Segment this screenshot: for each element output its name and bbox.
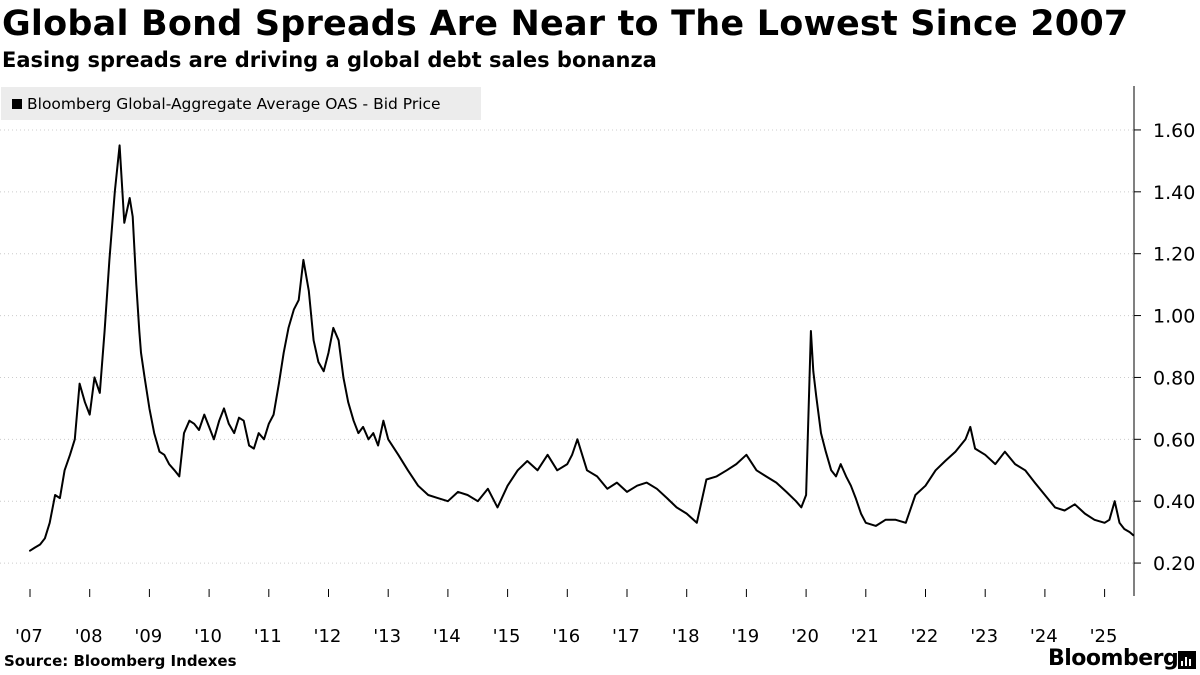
legend: Bloomberg Global-Aggregate Average OAS -… [1,87,481,120]
x-tick-label: '17 [612,626,640,647]
x-tick-label: '22 [911,626,939,647]
y-tick-label: 1.60 [1153,120,1195,142]
y-tick-label: 0.40 [1153,491,1195,513]
x-tick-label: '19 [731,626,759,647]
series-line [29,144,1135,552]
gridlines [0,129,1133,564]
x-tick-label: '23 [970,626,998,647]
chart-subtitle: Easing spreads are driving a global debt… [2,48,657,72]
legend-swatch [12,98,22,109]
x-tick-label: '18 [672,626,700,647]
x-tick-label: '12 [314,626,342,647]
x-tick-label: '15 [493,626,521,647]
x-tick-label: '20 [791,626,819,647]
x-tick-label: '10 [194,626,222,647]
chart-title: Global Bond Spreads Are Near to The Lowe… [2,4,1129,44]
bloomberg-logo: Bloomberg [1048,646,1179,671]
x-tick-label: '21 [851,626,879,647]
x-tick-label: '11 [254,626,282,647]
series-layer [29,144,1135,552]
x-tick-label: '25 [1090,626,1118,647]
x-tick-label: '09 [134,626,162,647]
y-tick-label: 0.60 [1153,429,1195,451]
x-axis: '07 '08 '09 '10 '11 '12 '13 '14 '15 '16 '17 '18 '19 '… [15,589,1117,647]
x-tick-label: '14 [433,626,461,647]
y-axis: 0.20 0.40 0.60 0.80 1.00 1.20 1.40 1.60 [1133,86,1195,596]
y-tick-label: 1.40 [1153,182,1195,204]
y-tick-label: 0.80 [1153,367,1195,389]
y-tick-label: 1.00 [1153,306,1195,328]
x-tick-label: '07 [15,626,43,647]
source-note: Source: Bloomberg Indexes [4,652,237,670]
x-tick-label: '08 [75,626,103,647]
x-tick-label: '24 [1030,626,1058,647]
x-tick-label: '13 [373,626,401,647]
y-tick-label: 1.20 [1153,244,1195,266]
x-tick-label: '16 [552,626,580,647]
bar-chart-icon [1178,651,1196,669]
y-tick-label: 0.20 [1153,553,1195,575]
legend-label: Bloomberg Global-Aggregate Average OAS -… [27,94,441,113]
